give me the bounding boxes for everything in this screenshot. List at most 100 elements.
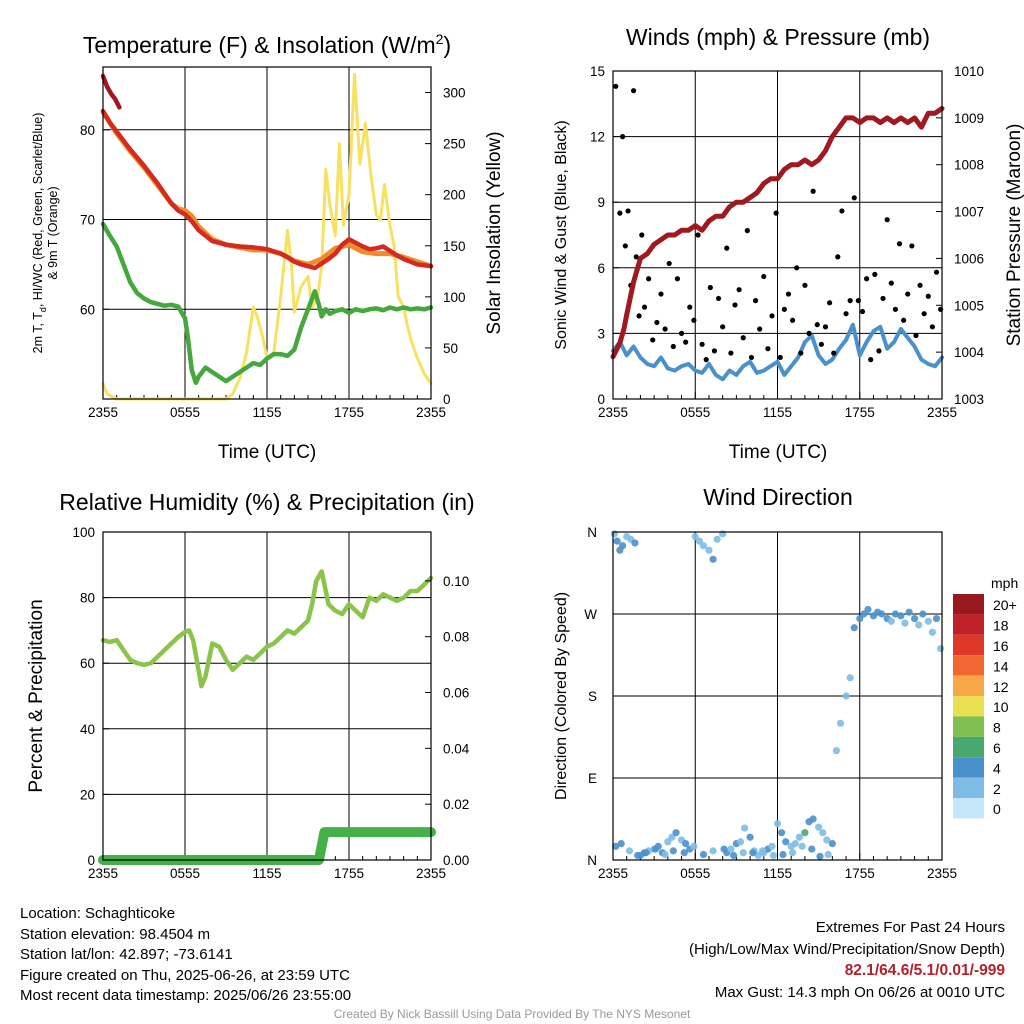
gust-point bbox=[695, 232, 701, 238]
gust-point bbox=[806, 330, 812, 336]
direction-point bbox=[828, 840, 836, 848]
extremes-panel: Extremes For Past 24 Hours (High/Low/Max… bbox=[689, 917, 1005, 1003]
gust-point bbox=[794, 265, 800, 271]
direction-point bbox=[739, 849, 747, 857]
winds-xlabel: Time (UTC) bbox=[729, 442, 828, 463]
humidity-ytick-label: 0 bbox=[87, 853, 95, 868]
direction-point bbox=[769, 851, 777, 860]
direction-point bbox=[773, 819, 782, 828]
legend-label: 8 bbox=[993, 720, 1001, 736]
gust-point bbox=[835, 254, 841, 260]
direction-point bbox=[842, 692, 850, 700]
direction-point bbox=[617, 840, 625, 848]
legend-swatch bbox=[953, 798, 984, 819]
gust-point bbox=[802, 282, 808, 288]
direction-point bbox=[815, 823, 823, 831]
temperature-title: Temperature (F) & Insolation (W/m2) bbox=[83, 31, 451, 58]
gust-point bbox=[929, 324, 936, 330]
solar-y2tick-label: 100 bbox=[443, 290, 466, 305]
legend-swatch bbox=[953, 696, 984, 717]
gust-point bbox=[736, 287, 742, 293]
direction-xtick-label: 0555 bbox=[680, 866, 710, 881]
direction-point bbox=[736, 838, 745, 846]
gust-point bbox=[880, 295, 886, 302]
gust-point bbox=[933, 269, 940, 275]
temperature-xtick-label: 1755 bbox=[334, 405, 364, 420]
direction-point bbox=[910, 614, 919, 623]
gust-point bbox=[639, 232, 645, 238]
temperature-xlabel: Time (UTC) bbox=[218, 442, 317, 463]
gust-point bbox=[654, 319, 660, 326]
gust-point bbox=[789, 317, 796, 323]
winds-xtick-label: 2355 bbox=[927, 405, 957, 420]
wind-ytick-label: 9 bbox=[597, 195, 605, 210]
gust-point bbox=[650, 337, 656, 343]
direction-point bbox=[928, 628, 937, 636]
wind-ylabel: Sonic Wind & Gust (Blue, Black) bbox=[553, 120, 570, 349]
direction-point bbox=[612, 842, 620, 850]
speed-legend: mph 20+ 18 16 14 12 10 8 6 4 2 0 bbox=[953, 575, 1018, 819]
gust-point bbox=[814, 322, 820, 328]
humidity-xtick-label: 1155 bbox=[252, 866, 281, 881]
temperature-ytick-label: 80 bbox=[80, 123, 95, 138]
direction-point bbox=[832, 747, 841, 755]
solar-y2tick-label: 0 bbox=[443, 392, 451, 407]
legend-label: 10 bbox=[993, 699, 1009, 715]
gust-point bbox=[744, 228, 750, 234]
legend-swatch bbox=[953, 614, 984, 635]
winds-panel-border bbox=[612, 70, 943, 400]
precip-y2tick-label: 0.10 bbox=[443, 574, 469, 589]
direction-point bbox=[788, 849, 797, 857]
gust-point bbox=[670, 343, 676, 350]
direction-point bbox=[746, 833, 754, 841]
pressure-ylabel: Station Pressure (Maroon) bbox=[1004, 124, 1024, 347]
pressure-y2tick-label: 1006 bbox=[954, 251, 984, 266]
gust-point bbox=[707, 284, 713, 291]
pressure-y2tick-label: 1010 bbox=[954, 64, 984, 79]
gust-point bbox=[818, 341, 824, 347]
direction-point bbox=[651, 845, 660, 853]
gust-point bbox=[884, 217, 890, 223]
gust-point bbox=[683, 339, 689, 345]
temperature-ylabel: 2m T, Td, HI/WC (Red, Green, Scarlet/Blu… bbox=[31, 113, 48, 354]
gust-point bbox=[810, 188, 816, 194]
temperature-xtick-label: 2355 bbox=[88, 405, 118, 420]
humidity-xtick-label: 0555 bbox=[170, 866, 200, 881]
credit-line: Created By Nick Bassill Using Data Provi… bbox=[333, 1007, 691, 1021]
wind-ytick-label: 6 bbox=[597, 261, 605, 276]
gust-point bbox=[798, 350, 804, 356]
direction-point bbox=[937, 645, 945, 653]
winds-xtick-label: 0555 bbox=[680, 405, 710, 420]
direction-point bbox=[682, 840, 690, 848]
gust-point bbox=[839, 208, 845, 214]
direction-point bbox=[699, 850, 708, 859]
temperature-ylabel-line2: & 9m T (Orange) bbox=[46, 186, 60, 279]
legend-swatch bbox=[953, 777, 984, 798]
gust-point bbox=[925, 293, 931, 299]
humidity-ytick-label: 100 bbox=[72, 525, 95, 540]
direction-point bbox=[823, 836, 831, 844]
direction-point bbox=[727, 845, 735, 853]
direction-point bbox=[705, 546, 713, 554]
gust-point bbox=[896, 241, 903, 247]
station-pressure-line bbox=[610, 106, 945, 360]
humidity-panel-border bbox=[102, 531, 432, 861]
direction-point bbox=[719, 530, 727, 538]
humidity-xtick-label: 2355 bbox=[88, 866, 118, 881]
station-elevation: Station elevation: 98.4504 m bbox=[20, 925, 211, 943]
direction-ytick-label: E bbox=[588, 771, 597, 786]
heat-index-line bbox=[100, 73, 122, 110]
direction-point bbox=[618, 542, 627, 550]
legend-swatch bbox=[953, 716, 984, 737]
max-gust: Max Gust: 14.3 mph On 06/26 at 0010 UTC bbox=[714, 983, 1005, 1001]
direction-point bbox=[778, 829, 786, 837]
direction-point bbox=[824, 850, 832, 859]
direction-point bbox=[809, 815, 817, 823]
direction-point bbox=[631, 539, 639, 547]
temperature-panel: 60 70 80 0 50 100 150 200 250 300 2355 0555 1155 1755… bbox=[31, 31, 505, 463]
direction-point bbox=[791, 840, 799, 848]
direction-point bbox=[795, 833, 804, 841]
direction-point bbox=[625, 847, 634, 855]
gust-point bbox=[901, 317, 907, 323]
